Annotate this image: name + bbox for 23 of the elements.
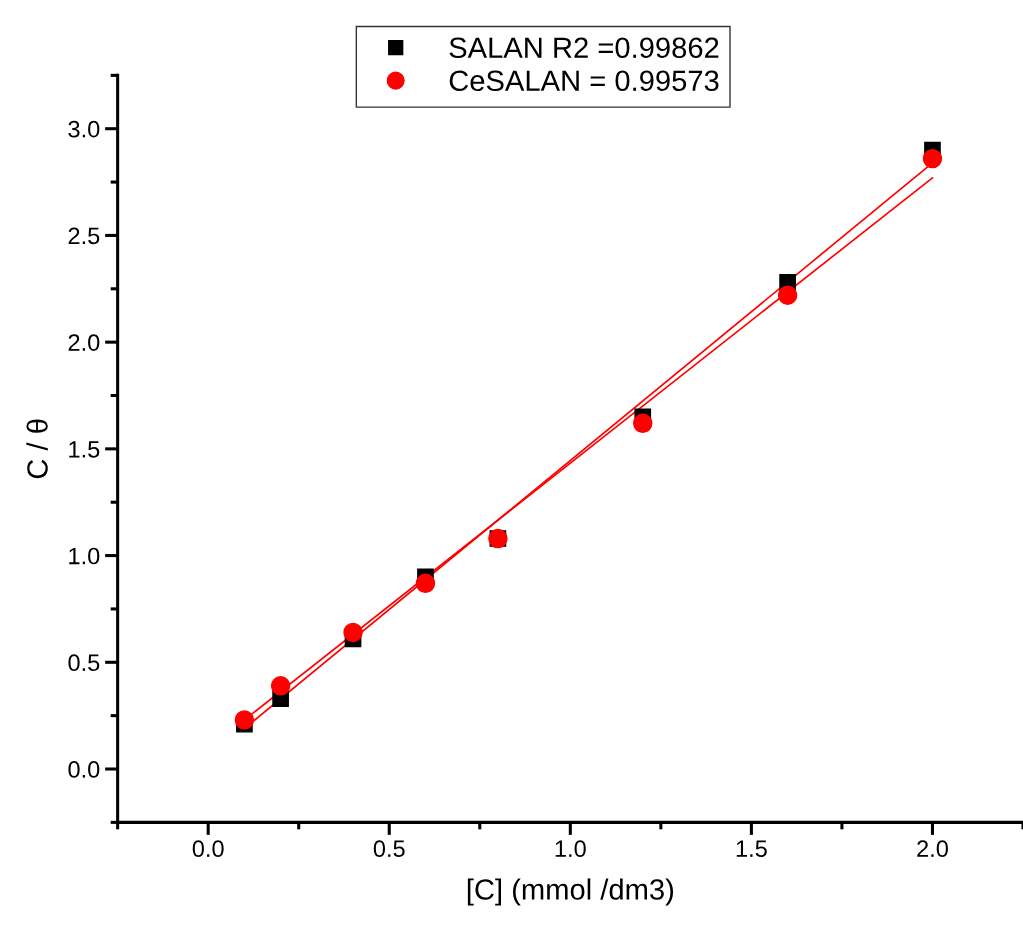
x-tick-label: 0.0 — [192, 840, 224, 858]
point — [343, 622, 363, 643]
point — [633, 413, 653, 433]
y-tick-label: 0.0 — [68, 761, 100, 778]
x-axis-title: [C] (mmol /dm3) — [467, 878, 674, 906]
point — [270, 676, 291, 696]
y-tick-label: 3.0 — [68, 120, 100, 138]
y-tick-label: 1.5 — [69, 441, 100, 458]
legend-label: SALAN R2 =0.99862 — [449, 37, 719, 59]
y-tick-label: 2.0 — [68, 334, 100, 351]
point — [234, 710, 255, 730]
point — [415, 573, 436, 594]
y-axis-title: C / θ — [26, 419, 48, 479]
y-tick-label: 1.0 — [69, 547, 100, 565]
point — [922, 148, 943, 169]
y-tick-label: 2.5 — [68, 227, 100, 245]
x-tick-label: 0.5 — [373, 840, 405, 858]
y-tick-label: 0.5 — [68, 654, 100, 672]
x-tick-label: 1.5 — [736, 840, 767, 858]
x-tick-label: 2.0 — [917, 840, 948, 858]
point — [777, 285, 798, 305]
x-tick-label: 1.0 — [555, 840, 586, 858]
legend-label: CeSALAN = 0.99573 — [449, 70, 719, 92]
